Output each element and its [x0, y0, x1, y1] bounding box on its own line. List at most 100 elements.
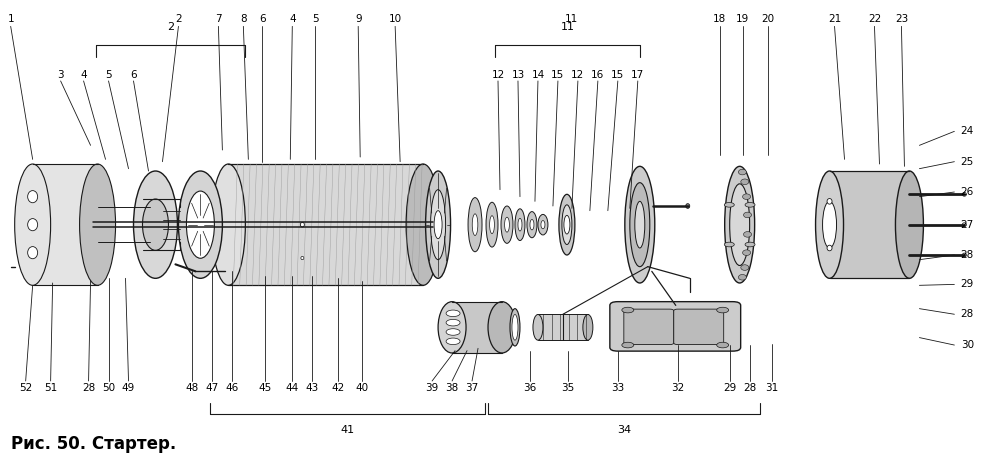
Bar	[452, 302, 502, 353]
Circle shape	[717, 307, 729, 313]
Ellipse shape	[744, 232, 752, 237]
Ellipse shape	[211, 164, 245, 285]
Ellipse shape	[134, 171, 177, 278]
Text: 39: 39	[425, 383, 439, 393]
Circle shape	[745, 242, 755, 247]
Ellipse shape	[505, 217, 509, 232]
Text: 1: 1	[7, 15, 14, 24]
Ellipse shape	[301, 256, 304, 260]
Ellipse shape	[28, 247, 38, 259]
Ellipse shape	[962, 253, 966, 257]
Ellipse shape	[468, 197, 482, 252]
Circle shape	[724, 242, 734, 247]
Text: 21: 21	[828, 15, 841, 24]
Ellipse shape	[15, 164, 51, 285]
Text: 25: 25	[961, 157, 974, 167]
Circle shape	[446, 310, 460, 316]
Ellipse shape	[827, 245, 832, 251]
Text: 32: 32	[671, 383, 684, 393]
Text: 3: 3	[57, 70, 64, 80]
FancyBboxPatch shape	[624, 309, 674, 344]
Ellipse shape	[486, 202, 498, 247]
Ellipse shape	[515, 209, 525, 241]
Ellipse shape	[488, 302, 516, 353]
Text: 40: 40	[356, 383, 369, 393]
Text: 2: 2	[175, 15, 182, 24]
Ellipse shape	[512, 314, 518, 340]
Text: 30: 30	[961, 340, 974, 350]
Ellipse shape	[583, 314, 593, 340]
Ellipse shape	[438, 302, 466, 353]
Text: 43: 43	[306, 383, 319, 393]
Text: 29: 29	[723, 383, 736, 393]
Ellipse shape	[300, 222, 304, 227]
Text: 52: 52	[19, 383, 32, 393]
Text: 4: 4	[80, 70, 87, 80]
Text: 17: 17	[631, 70, 644, 80]
Bar	[228, 164, 423, 285]
Ellipse shape	[28, 219, 38, 231]
Ellipse shape	[142, 199, 168, 250]
Ellipse shape	[562, 205, 572, 244]
Ellipse shape	[426, 171, 451, 278]
Text: 11: 11	[565, 15, 579, 24]
Ellipse shape	[538, 214, 548, 235]
Text: 37: 37	[465, 383, 479, 393]
Ellipse shape	[186, 191, 214, 258]
Ellipse shape	[741, 179, 749, 184]
Text: 11: 11	[560, 22, 574, 32]
Text: 6: 6	[130, 70, 137, 80]
Text: 35: 35	[561, 383, 575, 393]
Text: 16: 16	[591, 70, 604, 80]
Text: 20: 20	[761, 15, 774, 24]
Ellipse shape	[80, 164, 116, 285]
Text: 13: 13	[511, 70, 525, 80]
Ellipse shape	[823, 201, 837, 248]
Text: 50: 50	[102, 383, 115, 393]
Circle shape	[717, 342, 729, 348]
Ellipse shape	[490, 216, 494, 234]
Bar	[538, 314, 588, 340]
Text: 26: 26	[961, 187, 974, 197]
Ellipse shape	[730, 184, 750, 265]
Text: 4: 4	[289, 15, 296, 24]
Text: 10: 10	[389, 15, 402, 24]
Ellipse shape	[559, 194, 575, 255]
Text: 23: 23	[895, 15, 908, 24]
Text: 15: 15	[551, 70, 565, 80]
Text: 42: 42	[332, 383, 345, 393]
Ellipse shape	[527, 212, 537, 238]
Ellipse shape	[743, 194, 751, 199]
Ellipse shape	[686, 204, 690, 208]
Text: 31: 31	[765, 383, 778, 393]
Circle shape	[745, 203, 755, 207]
Text: 12: 12	[491, 70, 505, 80]
Text: 36: 36	[523, 383, 537, 393]
Circle shape	[446, 319, 460, 326]
Ellipse shape	[738, 275, 746, 280]
Ellipse shape	[501, 206, 513, 243]
Text: 27: 27	[961, 219, 974, 230]
Text: Рис. 50. Стартер.: Рис. 50. Стартер.	[11, 435, 176, 453]
Text: 34: 34	[617, 425, 631, 435]
FancyBboxPatch shape	[610, 302, 741, 351]
Text: 38: 38	[445, 383, 459, 393]
Ellipse shape	[541, 220, 545, 229]
Ellipse shape	[434, 211, 442, 239]
Text: 9: 9	[355, 15, 362, 24]
Ellipse shape	[743, 250, 751, 256]
Ellipse shape	[625, 166, 655, 283]
Text: 49: 49	[122, 383, 135, 393]
Text: 41: 41	[341, 425, 355, 435]
Text: 19: 19	[736, 15, 749, 24]
Ellipse shape	[530, 219, 534, 230]
Bar	[33, 164, 98, 285]
Ellipse shape	[962, 223, 966, 227]
Text: 24: 24	[961, 126, 974, 136]
FancyBboxPatch shape	[674, 309, 724, 344]
Text: 45: 45	[259, 383, 272, 393]
Ellipse shape	[510, 309, 520, 346]
Text: 29: 29	[961, 279, 974, 289]
Text: 46: 46	[226, 383, 239, 393]
Circle shape	[622, 342, 634, 348]
